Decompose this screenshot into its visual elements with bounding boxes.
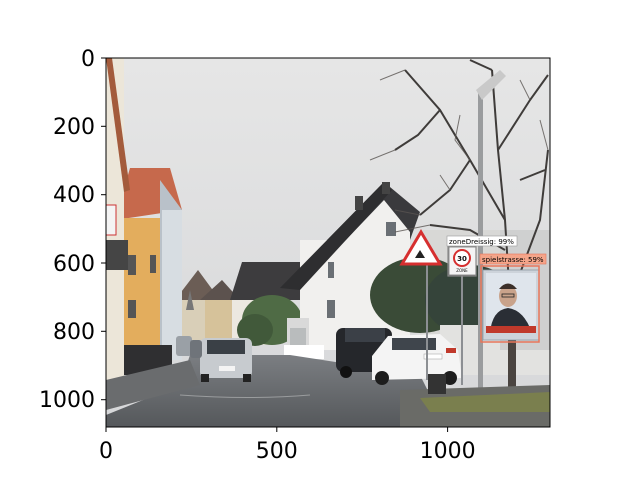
- detection-label-spielstrasse: spielstrasse: 59%: [479, 253, 547, 265]
- y-axis: [101, 57, 106, 401]
- detection-label-spielstrasse-text: spielstrasse: 59%: [482, 256, 544, 264]
- y-tick-label: 200: [53, 115, 95, 140]
- detection-label-zone: zoneDreissig: 99%: [446, 235, 518, 247]
- x-tick-label: 500: [256, 439, 298, 464]
- y-tick-label: 800: [53, 320, 95, 345]
- y-tick-label: 600: [53, 252, 95, 277]
- street-photo: 30 ZONE zoneDreissig: 99% spielstrasse: …: [106, 58, 550, 427]
- silver-car: [200, 338, 252, 382]
- x-tick-label: 1000: [420, 439, 476, 464]
- detection-box-spielstrasse: [480, 265, 540, 343]
- x-axis: [105, 427, 449, 432]
- axes-frame: [105, 57, 551, 428]
- white-car: [372, 334, 462, 385]
- x-tick-label: 0: [99, 439, 113, 464]
- speed-limit-text: 30: [457, 255, 467, 263]
- zone-30-sign: 30 ZONE: [448, 246, 477, 385]
- y-tick-label: 400: [53, 183, 95, 208]
- y-tick-label: 1000: [39, 388, 95, 413]
- campaign-poster: [482, 269, 540, 341]
- zone-text: ZONE: [456, 268, 468, 273]
- y-tick-label: 0: [81, 47, 95, 72]
- roadworks-sign: [399, 229, 446, 394]
- detection-label-zone-text: zoneDreissig: 99%: [449, 238, 514, 246]
